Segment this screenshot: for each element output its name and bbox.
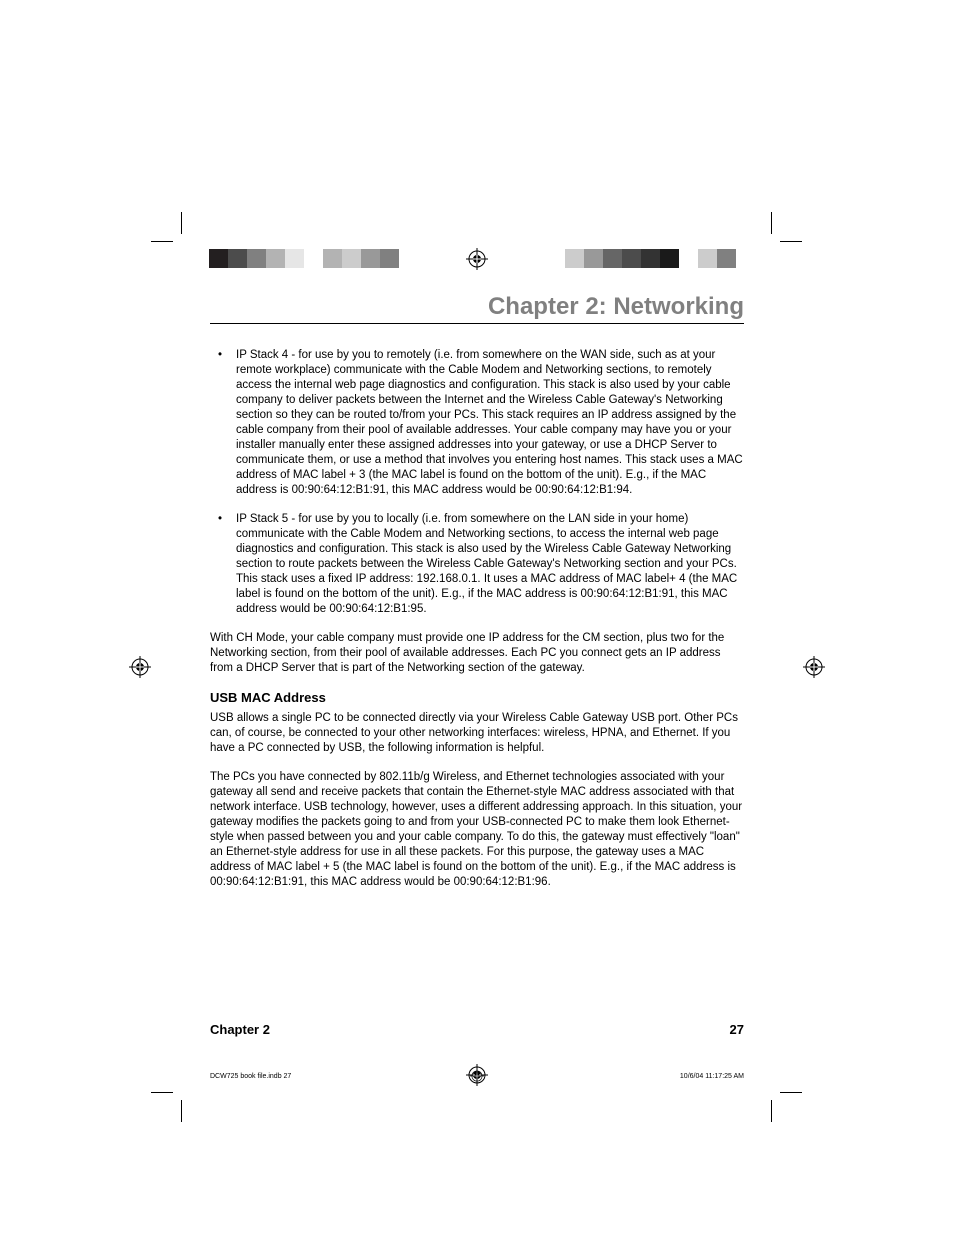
- section-heading: USB MAC Address: [210, 690, 744, 705]
- color-swatch: [304, 249, 323, 268]
- cropmark: [181, 1100, 182, 1122]
- slug-file: DCW725 book file.indb 27: [210, 1073, 291, 1080]
- color-swatch: [266, 249, 285, 268]
- registration-mark-icon: [803, 656, 825, 678]
- cropmark: [771, 1100, 772, 1122]
- cropmark: [780, 241, 802, 242]
- color-swatch: [660, 249, 679, 268]
- cropmark: [151, 241, 173, 242]
- paragraph: USB allows a single PC to be connected d…: [210, 711, 744, 756]
- color-swatch: [361, 249, 380, 268]
- registration-mark-icon: [470, 1069, 484, 1085]
- cropmark: [151, 1092, 173, 1093]
- slug-line: DCW725 book file.indb 27 10/6/04 11:17:2…: [210, 1073, 744, 1080]
- page-number: 27: [730, 1022, 744, 1037]
- cropmark: [780, 1092, 802, 1093]
- color-swatch: [323, 249, 342, 268]
- paragraph: With CH Mode, your cable company must pr…: [210, 631, 744, 676]
- registration-mark-icon: [466, 248, 488, 270]
- content-area: Chapter 2: Networking IP Stack 4 - for u…: [210, 293, 744, 904]
- color-swatch: [342, 249, 361, 268]
- color-swatch: [622, 249, 641, 268]
- cropmark: [181, 212, 182, 234]
- color-swatch: [247, 249, 266, 268]
- color-swatch: [698, 249, 717, 268]
- paragraph: The PCs you have connected by 802.11b/g …: [210, 770, 744, 890]
- color-bar: [209, 249, 399, 268]
- cropmark: [771, 212, 772, 234]
- chapter-title: Chapter 2: Networking: [210, 293, 744, 324]
- page-footer: Chapter 2 27: [210, 1022, 744, 1037]
- color-swatch: [285, 249, 304, 268]
- list-item: IP Stack 4 - for use by you to remotely …: [236, 348, 744, 498]
- color-swatch: [717, 249, 736, 268]
- color-swatch: [546, 249, 565, 268]
- color-swatch: [679, 249, 698, 268]
- list-item: IP Stack 5 - for use by you to locally (…: [236, 512, 744, 617]
- color-bar: [546, 249, 736, 268]
- color-swatch: [565, 249, 584, 268]
- color-swatch: [228, 249, 247, 268]
- color-swatch: [584, 249, 603, 268]
- page: Chapter 2: Networking IP Stack 4 - for u…: [0, 0, 954, 1235]
- chapter-label: Chapter 2: [210, 1022, 270, 1037]
- color-swatch: [380, 249, 399, 268]
- color-swatch: [603, 249, 622, 268]
- slug-timestamp: 10/6/04 11:17:25 AM: [680, 1073, 744, 1080]
- bullet-list: IP Stack 4 - for use by you to remotely …: [210, 348, 744, 617]
- registration-mark-icon: [129, 656, 151, 678]
- color-swatch: [209, 249, 228, 268]
- color-swatch: [641, 249, 660, 268]
